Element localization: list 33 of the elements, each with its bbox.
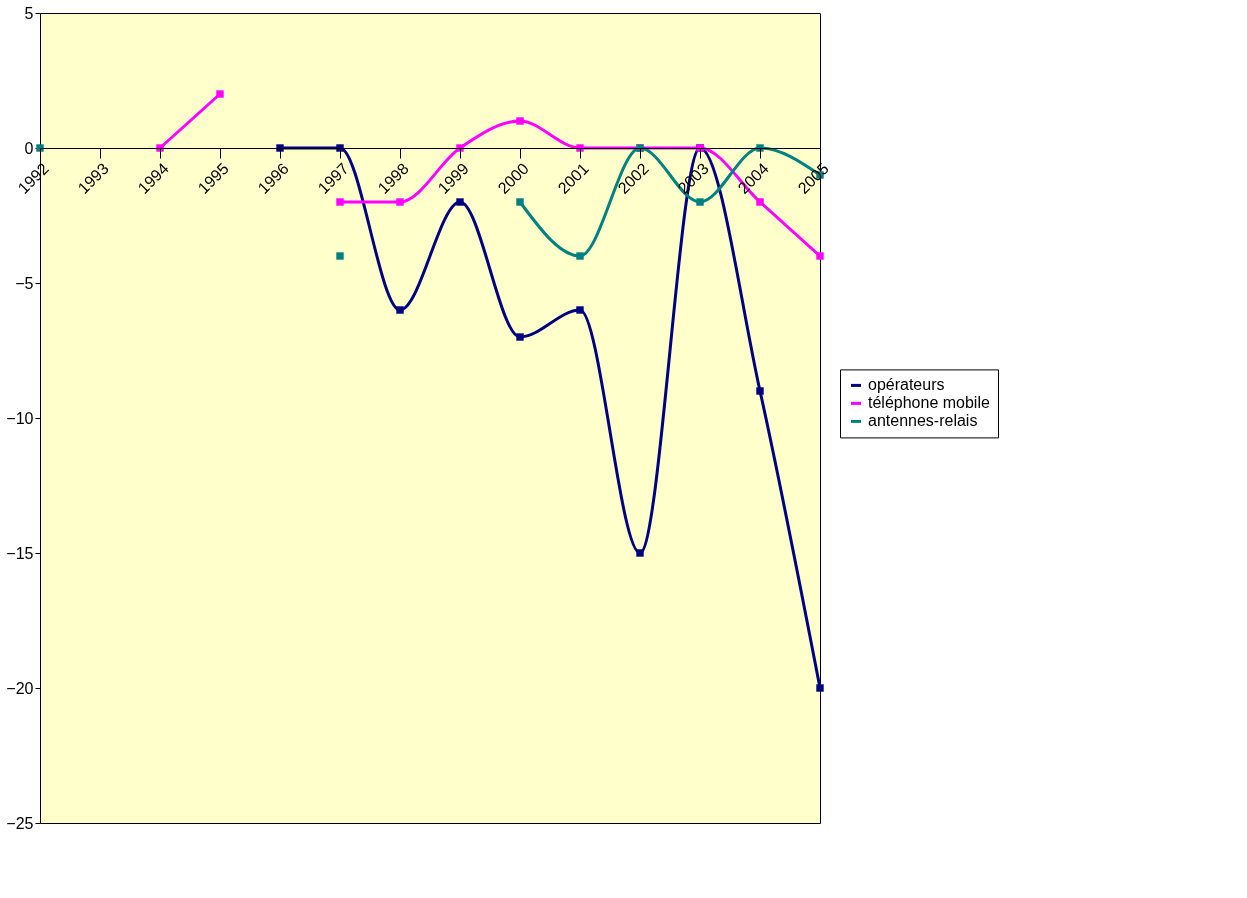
point <box>696 198 704 206</box>
y-tick-label: −25 <box>6 814 34 832</box>
point <box>816 252 824 260</box>
point <box>576 306 584 314</box>
point <box>456 198 464 206</box>
point <box>216 90 224 98</box>
legend-label: opérateurs <box>868 376 945 394</box>
point <box>456 144 464 152</box>
point <box>816 684 824 692</box>
point <box>576 252 584 260</box>
legend-label: téléphone mobile <box>868 394 990 412</box>
point <box>276 144 284 152</box>
point <box>516 333 524 341</box>
point <box>756 144 764 152</box>
point <box>756 198 764 206</box>
y-tick-label: −20 <box>6 679 34 697</box>
point <box>516 117 524 125</box>
point <box>576 144 584 152</box>
point <box>336 198 344 206</box>
point <box>516 198 524 206</box>
legend-label: antennes-relais <box>868 412 978 430</box>
point <box>156 144 164 152</box>
y-tick-label: 0 <box>24 139 34 157</box>
y-tick-label: 5 <box>24 4 34 22</box>
point <box>636 549 644 557</box>
y-tick-label: −10 <box>6 409 34 427</box>
point <box>396 198 404 206</box>
point <box>396 306 404 314</box>
point <box>336 144 344 152</box>
y-tick-label: −15 <box>6 544 34 562</box>
point <box>336 252 344 260</box>
y-tick-label: −5 <box>15 274 34 292</box>
point <box>756 387 764 395</box>
